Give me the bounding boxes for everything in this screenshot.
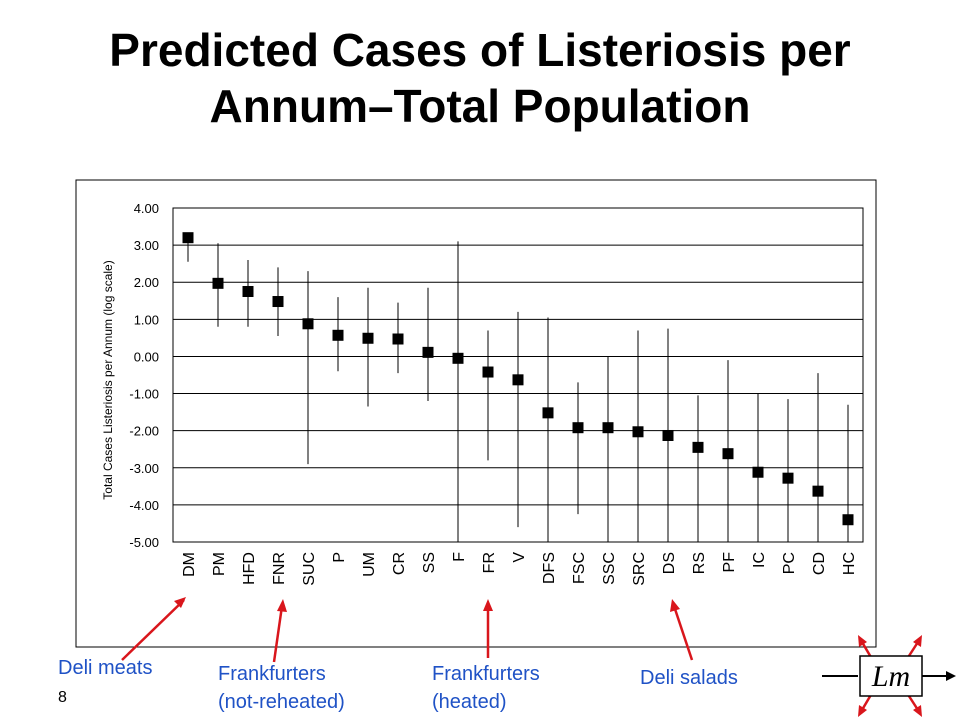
callout-frankfurters-not-reheated-line1: Frankfurters	[218, 663, 326, 685]
data-point	[722, 448, 734, 460]
data-point	[422, 346, 434, 358]
data-point	[482, 366, 494, 378]
data-point	[242, 286, 254, 297]
x-category-label: FR	[481, 552, 498, 573]
data-point	[392, 333, 404, 345]
x-category-label: RS	[691, 552, 708, 574]
x-category-label: CD	[811, 552, 828, 575]
arrow-deli-salads	[672, 605, 694, 661]
data-point	[632, 426, 644, 438]
x-category-label: HC	[841, 552, 858, 575]
data-point	[512, 374, 524, 386]
callout-frankfurters-not-reheated: Frankfurters (not-reheated)	[218, 660, 345, 716]
x-category-labels: DM PM HFD FNR SUC P UM CR SS F FR V DFS FSC SSC SRC DS RS…	[181, 552, 858, 586]
callout-frankfurters-not-reheated-line2: (not-reheated)	[218, 691, 345, 713]
y-tick-label: 1.00	[134, 312, 159, 327]
title-line-2: Annum–Total Population	[209, 80, 751, 132]
y-tick-label: -5.00	[129, 535, 159, 550]
x-category-label: CR	[391, 552, 408, 575]
callout-frankfurters-heated-line1: Frankfurters	[432, 663, 540, 685]
x-category-label: FNR	[271, 552, 288, 585]
data-point	[812, 485, 824, 497]
x-category-label: SRC	[631, 552, 648, 586]
data-point	[842, 514, 854, 526]
x-category-label: PC	[781, 552, 798, 574]
lm-logo: Lm	[822, 635, 956, 717]
arrow-frankfurters-not-reheated	[272, 605, 284, 663]
data-point	[782, 472, 794, 484]
arrowhead-frankfurters-not-reheated	[277, 599, 287, 612]
arrow-deli-meats	[121, 599, 185, 661]
page-title: Predicted Cases of Listeriosis per Annum…	[0, 22, 960, 134]
callout-frankfurters-heated-line2: (heated)	[432, 691, 507, 713]
y-tick-labels: 4.00 3.00 2.00 1.00 0.00 -1.00 -2.00 -3.00 -4.00…	[129, 201, 159, 550]
arrowhead-deli-salads	[670, 599, 680, 612]
data-point	[182, 232, 194, 244]
lm-logo-text: Lm	[871, 660, 910, 693]
y-tick-label: 2.00	[134, 275, 159, 290]
y-tick-label: -3.00	[129, 461, 159, 476]
x-category-label: DM	[181, 552, 198, 577]
callout-deli-meats: Deli meats	[58, 654, 152, 682]
data-point	[452, 352, 464, 364]
data-point	[272, 296, 284, 308]
x-category-label: HFD	[241, 552, 258, 585]
callout-arrows	[121, 597, 694, 663]
data-point	[662, 429, 674, 441]
callout-deli-meats-text: Deli meats	[58, 657, 153, 679]
x-category-label: DS	[661, 552, 678, 574]
callout-deli-salads-text: Deli salads	[640, 667, 738, 689]
x-category-label: SS	[421, 552, 438, 573]
y-tick-label: 4.00	[134, 201, 159, 216]
data-point	[212, 277, 224, 289]
title-line-1: Predicted Cases of Listeriosis per	[109, 24, 851, 76]
callout-frankfurters-heated: Frankfurters (heated)	[432, 660, 540, 716]
x-category-label: SUC	[301, 552, 318, 586]
data-points	[182, 232, 854, 526]
page-number: 8	[58, 689, 67, 706]
x-category-label: F	[451, 552, 468, 562]
x-category-label: UM	[361, 552, 378, 577]
y-tick-label: 3.00	[134, 238, 159, 253]
y-tick-label: -2.00	[129, 424, 159, 439]
arrowhead-deli-meats	[174, 597, 186, 608]
y-axis-label: Total Cases Listeriosis per Annum (log s…	[101, 260, 115, 499]
x-category-label: FSC	[571, 552, 588, 584]
x-category-label: IC	[751, 552, 768, 568]
x-category-label: V	[511, 552, 528, 563]
x-category-label: P	[331, 552, 348, 563]
data-point	[572, 422, 584, 434]
x-category-label: SSC	[601, 552, 618, 585]
data-point	[752, 466, 764, 478]
data-point	[302, 318, 314, 330]
x-category-label: DFS	[541, 552, 558, 584]
y-tick-label: -4.00	[129, 498, 159, 513]
data-point	[542, 407, 554, 419]
data-point	[602, 422, 614, 434]
y-tick-label: -1.00	[129, 387, 159, 402]
data-point	[362, 332, 374, 344]
data-point	[332, 329, 344, 341]
chart-frame	[75, 179, 877, 648]
x-category-label: PM	[211, 552, 228, 576]
x-category-label: PF	[721, 552, 738, 573]
y-tick-label: 0.00	[134, 349, 159, 364]
callout-deli-salads: Deli salads	[640, 664, 738, 692]
arrowhead-frankfurters-heated	[483, 599, 493, 611]
data-point	[692, 441, 704, 453]
